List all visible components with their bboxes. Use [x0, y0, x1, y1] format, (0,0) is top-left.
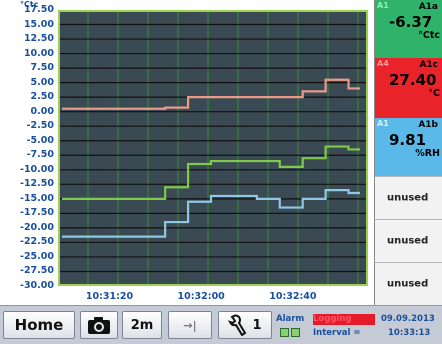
- channel-unit: °C: [428, 88, 440, 99]
- y-tick-label: 15.00: [23, 18, 54, 30]
- jump-to-end-button[interactable]: →|: [168, 311, 212, 339]
- y-tick-label: 2.50: [30, 91, 54, 103]
- channel-panel-a1c[interactable]: A4 A1c 27.40 °C: [374, 58, 442, 118]
- chart-panel: °Ctc 17.50 15.00 12.50 10.00 7.50 5.00 2.50 0.0…: [20, 0, 368, 302]
- y-tick-label: 10.00: [23, 47, 54, 59]
- plot-background: [58, 10, 368, 286]
- alarm-indicators: [280, 328, 300, 337]
- interval-label: Interval =: [313, 328, 361, 338]
- alarm-indicator: [291, 328, 300, 337]
- y-tick-label: -25.00: [20, 250, 54, 262]
- date-readout: 09.09.2013: [381, 314, 435, 324]
- plot-area[interactable]: [58, 10, 368, 286]
- y-tick-label: -17.50: [20, 207, 54, 219]
- y-tick-label: -5.00: [26, 134, 54, 146]
- logging-status: Logging: [313, 314, 375, 325]
- channel-unit: %RH: [415, 148, 440, 159]
- unused-label: unused: [387, 192, 429, 204]
- channel-name: A1b: [418, 120, 438, 130]
- plot-border: [58, 10, 368, 286]
- y-tick-label: -2.50: [26, 120, 54, 132]
- y-tick-label: 7.50: [30, 62, 54, 74]
- channel-tag: A1: [377, 119, 389, 128]
- y-tick-label: -15.00: [20, 192, 54, 204]
- y-tick-label: -22.50: [20, 236, 54, 248]
- unused-label: unused: [387, 278, 429, 290]
- channel-value: 9.81: [389, 131, 427, 149]
- series-line-2: [62, 145, 360, 200]
- series-line-3: [62, 189, 360, 238]
- home-button[interactable]: Home: [3, 311, 75, 339]
- y-axis-unit: °Ctc: [20, 0, 39, 9]
- channel-value: -6.37: [389, 13, 433, 31]
- jump-to-end-icon: →|: [183, 318, 197, 332]
- x-tick-label: 10:31:20: [85, 291, 134, 302]
- wrench-icon: [228, 314, 247, 336]
- channel-tag: A4: [377, 59, 389, 68]
- y-tick-label: -30.00: [20, 280, 54, 291]
- zoom-label: 2m: [130, 317, 154, 333]
- unused-label: unused: [387, 235, 429, 247]
- y-tick-label: -27.50: [20, 265, 54, 277]
- y-tick-label: -7.50: [26, 149, 54, 161]
- channel-name: A1c: [419, 60, 438, 70]
- channel-tag: A1: [377, 1, 389, 10]
- series-line-1: [62, 78, 360, 110]
- alarm-label: Alarm: [276, 314, 305, 324]
- bottom-toolbar: Home 2m →| 1 Alarm Logging I: [0, 305, 442, 344]
- channel-panel-a1b[interactable]: A1 A1b 9.81 %RH: [374, 118, 442, 176]
- y-tick-label: 12.50: [23, 33, 54, 45]
- channel-value: 27.40: [389, 71, 437, 89]
- y-tick-label: -20.00: [20, 221, 54, 233]
- y-tick-label: 17.50: [23, 4, 54, 15]
- unused-slot-2[interactable]: unused: [374, 219, 442, 262]
- y-tick-label: -12.50: [20, 178, 54, 190]
- channel-unit: °Ctc: [418, 30, 440, 41]
- settings-count: 1: [252, 317, 262, 333]
- unused-slot-1[interactable]: unused: [374, 176, 442, 219]
- camera-icon: [88, 317, 110, 334]
- y-tick-label: -10.00: [20, 163, 54, 175]
- channel-name: A1a: [418, 2, 438, 12]
- zoom-button[interactable]: 2m: [122, 311, 162, 339]
- settings-button[interactable]: 1: [218, 311, 272, 339]
- y-tick-label: 5.00: [30, 76, 54, 88]
- snapshot-button[interactable]: [80, 311, 118, 339]
- channel-panel-a1a[interactable]: A1 A1a -6.37 °Ctc: [374, 0, 442, 58]
- home-label: Home: [14, 316, 64, 334]
- time-readout: 10:33:13: [388, 328, 431, 338]
- y-tick-label: 0.00: [30, 105, 54, 117]
- x-tick-label: 10:32:00: [177, 291, 225, 302]
- x-tick-label: 10:32:40: [269, 291, 317, 302]
- alarm-indicator: [280, 328, 289, 337]
- unused-slot-3[interactable]: unused: [374, 262, 442, 305]
